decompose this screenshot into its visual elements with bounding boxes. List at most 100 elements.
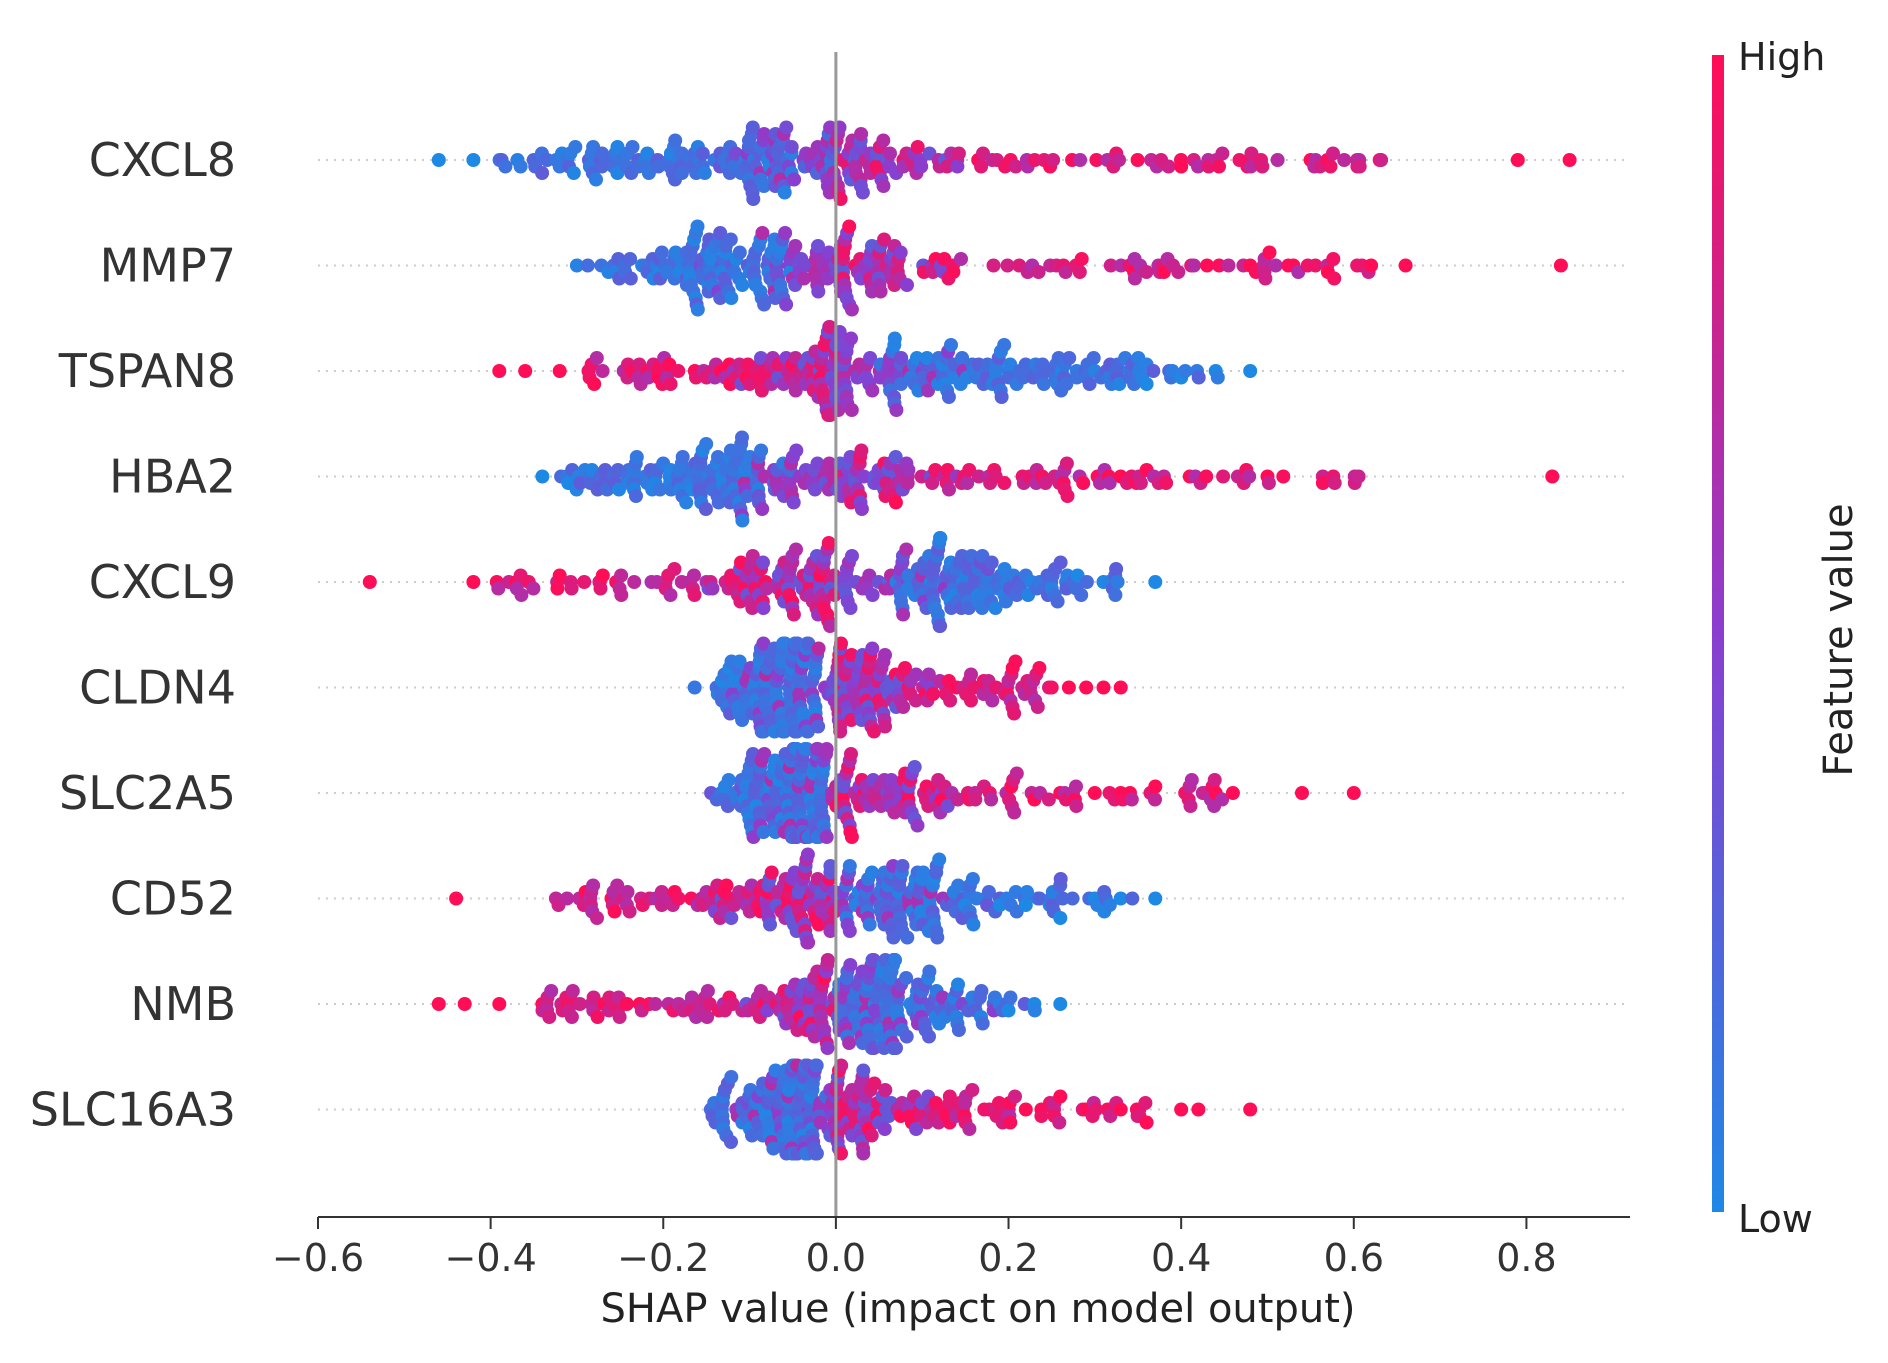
shap-point	[1186, 258, 1201, 273]
shap-point	[1008, 159, 1023, 174]
shap-point	[719, 878, 734, 893]
shap-point	[895, 859, 910, 873]
shap-point	[1127, 271, 1142, 286]
shap-point	[1191, 159, 1205, 174]
shap-point	[1000, 258, 1015, 273]
shap-point	[941, 390, 956, 404]
shap-point	[679, 495, 694, 510]
shap-point	[1553, 258, 1568, 273]
shap-point	[1174, 1102, 1189, 1117]
shap-point	[894, 351, 909, 365]
shap-point	[1109, 562, 1124, 576]
shap-point	[1103, 258, 1118, 273]
shap-point	[811, 239, 825, 253]
shap-point	[1139, 377, 1154, 391]
shap-point	[1018, 1102, 1033, 1117]
shap-point	[1139, 265, 1154, 279]
shap-point	[889, 403, 904, 417]
shap-point	[1276, 469, 1291, 484]
shap-point	[786, 607, 801, 622]
shap-point	[625, 140, 640, 154]
shap-point	[724, 911, 739, 925]
shap-point	[907, 760, 922, 774]
shap-point	[971, 469, 986, 484]
shap-point	[1216, 469, 1231, 484]
shap-point	[844, 830, 859, 844]
shap-point	[901, 463, 916, 477]
shap-point	[1102, 476, 1117, 490]
shap-point	[988, 601, 1003, 615]
shap-point	[568, 140, 583, 154]
feature-labels: CXCL8 MMP7 TSPAN8 HBA2 CXCL9 CLDN4 SLC2A5 CD52 N…	[30, 133, 236, 1137]
shap-point	[535, 166, 550, 180]
shap-point	[865, 865, 879, 880]
beeswarm-points	[362, 120, 1577, 1161]
feature-label: CD52	[110, 872, 236, 926]
shap-point	[687, 568, 701, 583]
shap-point	[671, 891, 686, 906]
shap-point	[1124, 792, 1139, 807]
shap-point	[1112, 153, 1126, 167]
shap-point	[1065, 891, 1080, 906]
shap-point	[1053, 1089, 1068, 1104]
shap-point	[1133, 476, 1148, 490]
shap-point	[900, 476, 915, 490]
shap-point	[648, 997, 663, 1011]
shap-point	[1053, 872, 1068, 886]
shap-point	[842, 219, 857, 234]
shap-point	[896, 607, 911, 622]
shap-point	[457, 997, 472, 1011]
shap-point	[1089, 1102, 1103, 1117]
shap-point	[1337, 153, 1352, 167]
shap-point	[984, 792, 999, 807]
shap-point	[449, 891, 464, 906]
shap-point	[755, 226, 770, 240]
shap-point	[1262, 245, 1277, 260]
shap-point	[757, 127, 772, 141]
shap-point	[909, 1122, 924, 1136]
shap-point	[1243, 364, 1258, 378]
shap-point	[998, 594, 1013, 609]
shap-point	[951, 878, 966, 893]
shap-point	[654, 245, 669, 260]
shap-point	[856, 1146, 871, 1161]
shap-point	[431, 153, 446, 167]
shap-point	[809, 1146, 824, 1161]
shap-point	[873, 284, 888, 299]
shap-point	[586, 990, 601, 1005]
shap-point	[819, 830, 834, 844]
shap-point	[572, 997, 587, 1011]
shap-point	[1072, 265, 1087, 279]
shap-point	[834, 1058, 849, 1073]
shap-point	[742, 377, 757, 391]
shap-point	[865, 383, 880, 398]
shap-point	[1148, 792, 1162, 807]
shap-point	[964, 667, 978, 682]
shap-point	[1326, 252, 1341, 266]
shap-point	[1103, 1109, 1118, 1123]
shap-point	[997, 338, 1012, 352]
shap-point	[756, 825, 771, 839]
x-tick-label: 0.2	[978, 1236, 1038, 1280]
shap-point	[564, 1010, 579, 1024]
shap-point	[1110, 575, 1125, 589]
shap-point	[362, 575, 377, 589]
shap-point	[587, 377, 602, 391]
shap-point	[593, 581, 608, 596]
shap-point	[1130, 153, 1145, 167]
shap-point	[933, 619, 948, 633]
feature-label: NMB	[130, 977, 236, 1031]
shap-point	[619, 997, 634, 1011]
shap-point	[498, 159, 513, 174]
shap-point	[518, 364, 533, 378]
shap-point	[1032, 891, 1047, 906]
shap-point	[965, 1083, 980, 1097]
shap-point	[492, 997, 507, 1011]
shap-point	[671, 364, 686, 378]
shap-point	[724, 1070, 739, 1084]
shap-point	[820, 1041, 835, 1055]
shap-point	[960, 476, 975, 490]
shap-point	[926, 687, 941, 701]
shap-point	[697, 166, 712, 180]
shap-point	[466, 575, 481, 589]
